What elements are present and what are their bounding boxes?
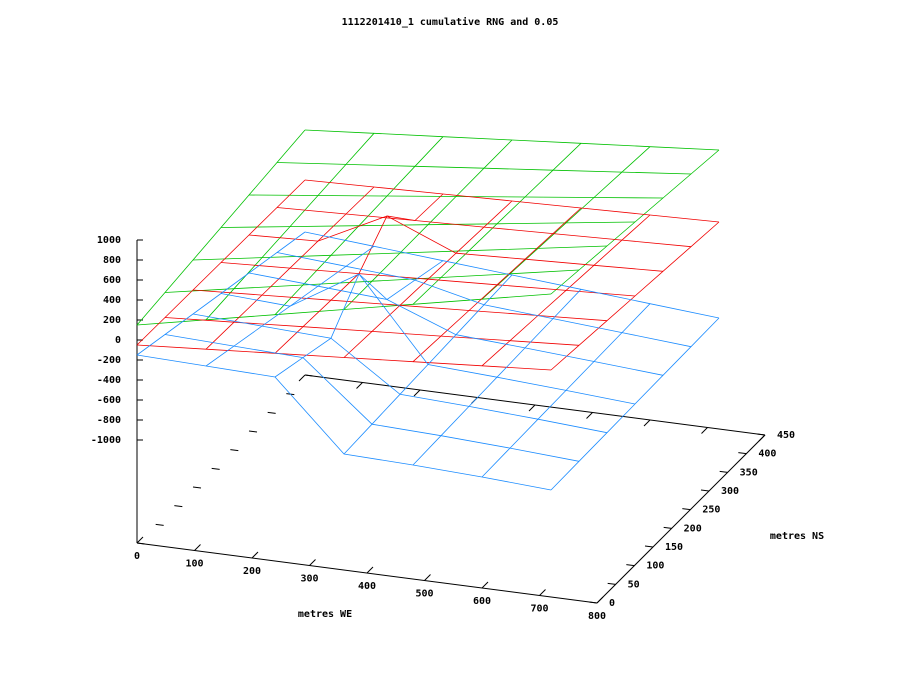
y-tick-label: 400 bbox=[758, 449, 776, 460]
x-tick bbox=[309, 559, 316, 566]
mesh-line bbox=[481, 303, 651, 478]
mesh-line bbox=[412, 289, 582, 466]
x-tick bbox=[424, 574, 431, 581]
x-tick bbox=[528, 404, 536, 412]
y-tick bbox=[267, 411, 276, 414]
y-tick bbox=[155, 523, 164, 526]
x-tick-label: 600 bbox=[473, 596, 491, 607]
z-tick-label: -600 bbox=[97, 395, 121, 406]
y-tick-label: 0 bbox=[609, 598, 615, 609]
y-tick-label: 50 bbox=[628, 579, 640, 590]
y-tick-label: 150 bbox=[665, 542, 683, 553]
y-tick bbox=[588, 601, 598, 604]
mesh-line bbox=[136, 231, 306, 356]
x-tick-label: 200 bbox=[243, 566, 261, 577]
y-tick-label: 350 bbox=[740, 467, 758, 478]
mesh-line bbox=[192, 313, 608, 434]
mesh-line bbox=[412, 207, 582, 362]
mesh-line bbox=[274, 260, 444, 378]
x-tick bbox=[758, 434, 766, 442]
mesh-line bbox=[220, 273, 636, 405]
x-tick-label: 500 bbox=[415, 589, 433, 600]
x-tick bbox=[413, 389, 421, 397]
y-tick-label: 450 bbox=[777, 430, 795, 441]
y-axis-title: metres NS bbox=[770, 531, 824, 542]
y-tick bbox=[663, 526, 672, 529]
x-tick bbox=[366, 566, 374, 574]
x-tick bbox=[356, 382, 363, 389]
axis-line bbox=[596, 434, 766, 604]
z-tick-label: 200 bbox=[103, 315, 121, 326]
mesh-line bbox=[136, 179, 306, 346]
mesh-line bbox=[343, 200, 513, 358]
x-tick-label: 100 bbox=[185, 559, 203, 570]
mesh-line bbox=[205, 133, 375, 321]
x-tick-label: 700 bbox=[530, 604, 548, 615]
y-tick bbox=[174, 505, 183, 508]
x-tick bbox=[539, 589, 546, 596]
x-tick bbox=[194, 544, 201, 551]
z-tick-label: -1000 bbox=[91, 435, 121, 446]
y-tick bbox=[738, 452, 747, 455]
y-tick-label: 250 bbox=[702, 505, 720, 516]
mesh-line bbox=[343, 274, 513, 455]
z-tick-label: 400 bbox=[103, 295, 121, 306]
z-tick-label: 600 bbox=[103, 275, 121, 286]
mesh-line bbox=[412, 143, 582, 305]
y-tick bbox=[682, 508, 691, 511]
y-tick-label: 200 bbox=[684, 523, 702, 534]
z-tick-label: -200 bbox=[97, 355, 121, 366]
chart-title: 1112201410_1 cumulative RNG and 0.05 bbox=[342, 16, 559, 28]
y-tick bbox=[248, 430, 258, 433]
x-tick bbox=[643, 419, 651, 427]
y-tick bbox=[211, 467, 220, 470]
x-axis-title: metres WE bbox=[298, 609, 352, 620]
mesh-line bbox=[205, 245, 375, 367]
mesh-line bbox=[481, 146, 651, 300]
y-tick bbox=[192, 486, 202, 489]
mesh-line bbox=[550, 221, 720, 371]
x-tick bbox=[596, 596, 604, 604]
y-tick bbox=[136, 542, 146, 545]
mesh-line bbox=[136, 129, 306, 326]
y-tick bbox=[304, 374, 314, 377]
x-tick bbox=[701, 427, 708, 434]
mesh-line bbox=[481, 214, 651, 367]
mesh-line bbox=[343, 139, 513, 310]
z-tick-label: 0 bbox=[115, 335, 121, 346]
y-tick bbox=[230, 449, 239, 452]
mesh-line bbox=[248, 272, 664, 376]
z-tick-label: -400 bbox=[97, 375, 121, 386]
y-tick bbox=[607, 582, 616, 585]
x-tick bbox=[251, 551, 259, 559]
y-tick bbox=[644, 545, 654, 548]
x-tick bbox=[136, 536, 144, 544]
y-tick bbox=[700, 489, 710, 492]
y-tick bbox=[626, 564, 635, 567]
mesh-line bbox=[550, 149, 720, 295]
mesh-line bbox=[550, 317, 720, 491]
mesh-line bbox=[205, 186, 375, 350]
x-tick-label: 400 bbox=[358, 581, 376, 592]
y-tick bbox=[756, 433, 766, 436]
y-tick-label: 300 bbox=[721, 486, 739, 497]
y-tick bbox=[719, 470, 728, 473]
x-tick-label: 300 bbox=[300, 574, 318, 585]
x-tick bbox=[481, 581, 489, 589]
x-tick-label: 0 bbox=[134, 551, 140, 562]
mesh-line bbox=[274, 136, 444, 315]
x-tick bbox=[586, 412, 593, 419]
z-tick-label: 1000 bbox=[97, 235, 121, 246]
mesh-line bbox=[164, 334, 580, 462]
z-tick-label: 800 bbox=[103, 255, 121, 266]
x-tick bbox=[298, 374, 306, 382]
x-tick-label: 800 bbox=[588, 611, 606, 622]
y-tick-label: 100 bbox=[646, 561, 664, 572]
z-tick-label: -800 bbox=[97, 415, 121, 426]
